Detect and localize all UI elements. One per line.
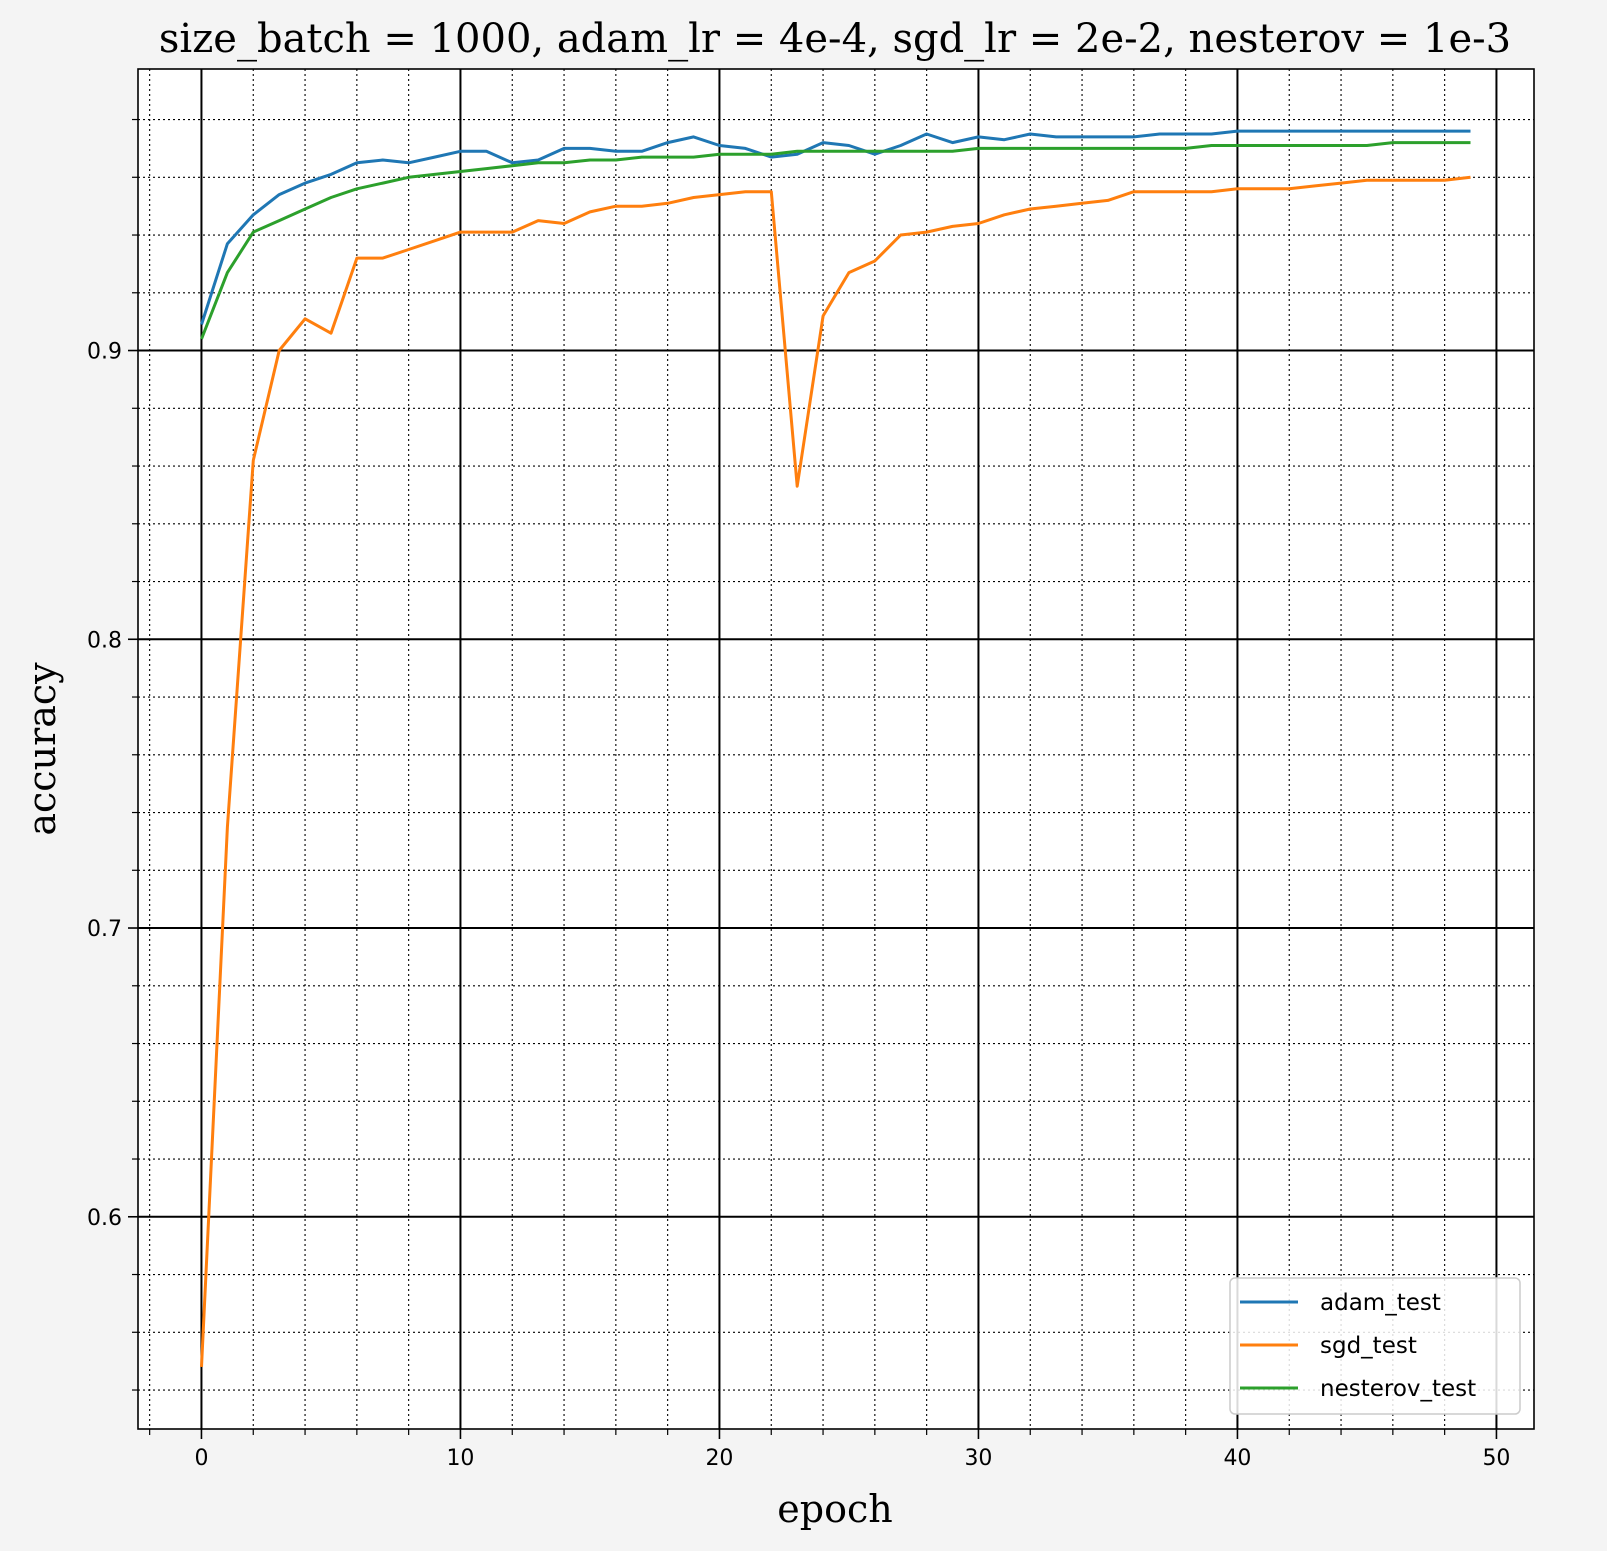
x-tick-label: 0 <box>194 1446 208 1471</box>
series-line-sgd_test <box>200 175 1471 1367</box>
y-tick-label: 0.8 <box>87 628 122 653</box>
major-grid <box>138 69 1534 1429</box>
series-lines <box>200 129 1471 1367</box>
x-tick-label: 10 <box>446 1446 474 1471</box>
legend: adam_test sgd_test nesterov_test <box>1229 1277 1521 1415</box>
legend-label-nesterov_test: nesterov_test <box>1320 1376 1476 1402</box>
x-tick-label: 50 <box>1482 1446 1510 1471</box>
y-axis-label: accuracy <box>20 662 64 836</box>
legend-label-adam_test: adam_test <box>1320 1290 1441 1316</box>
series-line-adam_test <box>200 129 1471 325</box>
tick-labels: 0 10 20 30 40 50 0.6 0.7 0.8 0.9 <box>87 340 1510 1471</box>
plot-frame <box>137 68 1535 1430</box>
x-tick-label: 30 <box>964 1446 992 1471</box>
axis-ticks <box>128 118 1498 1439</box>
series-line-nesterov_test <box>200 141 1471 340</box>
legend-label-sgd_test: sgd_test <box>1320 1333 1417 1359</box>
x-tick-label: 40 <box>1223 1446 1251 1471</box>
minor-grid <box>138 69 1534 1429</box>
x-tick-label: 20 <box>705 1446 733 1471</box>
plot-area <box>138 69 1534 1429</box>
legend-box <box>1229 1277 1521 1415</box>
x-axis-label: epoch <box>777 1487 892 1531</box>
y-tick-label: 0.7 <box>87 917 122 942</box>
chart-title: size_batch = 1000, adam_lr = 4e-4, sgd_l… <box>159 16 1511 62</box>
y-tick-label: 0.9 <box>87 340 122 365</box>
y-tick-label: 0.6 <box>87 1206 122 1231</box>
